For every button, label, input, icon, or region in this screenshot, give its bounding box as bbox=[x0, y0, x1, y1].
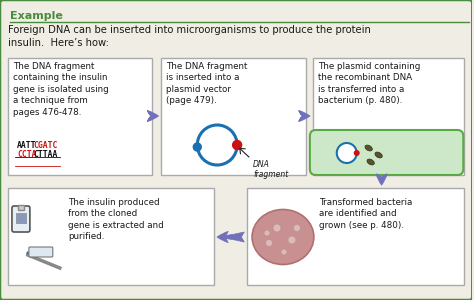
Circle shape bbox=[265, 239, 273, 247]
FancyBboxPatch shape bbox=[313, 58, 465, 175]
Text: The plasmid containing
the recombinant DNA
is transferred into a
bacterium (p. 4: The plasmid containing the recombinant D… bbox=[318, 62, 420, 105]
Circle shape bbox=[273, 224, 281, 232]
Circle shape bbox=[281, 249, 287, 255]
FancyBboxPatch shape bbox=[8, 188, 214, 285]
Text: AATT: AATT bbox=[17, 141, 36, 150]
Circle shape bbox=[233, 140, 242, 149]
Circle shape bbox=[354, 150, 360, 156]
FancyBboxPatch shape bbox=[310, 130, 463, 175]
FancyBboxPatch shape bbox=[8, 58, 153, 175]
FancyBboxPatch shape bbox=[18, 205, 24, 210]
FancyBboxPatch shape bbox=[29, 247, 53, 257]
Text: The DNA fragment
containing the insulin
gene is isolated using
a technique from
: The DNA fragment containing the insulin … bbox=[13, 62, 109, 117]
Circle shape bbox=[264, 230, 270, 236]
Ellipse shape bbox=[365, 145, 372, 151]
FancyBboxPatch shape bbox=[12, 206, 30, 232]
Text: CTTAA: CTTAA bbox=[34, 150, 58, 159]
Circle shape bbox=[197, 125, 237, 165]
Circle shape bbox=[293, 224, 301, 232]
Circle shape bbox=[288, 236, 296, 244]
Text: Foreign DNA can be inserted into microorganisms to produce the protein
insulin. : Foreign DNA can be inserted into microor… bbox=[8, 25, 371, 48]
FancyBboxPatch shape bbox=[247, 188, 465, 285]
Text: CGATC: CGATC bbox=[34, 141, 58, 150]
Text: DNA
fragment: DNA fragment bbox=[253, 160, 288, 179]
Text: Example: Example bbox=[10, 11, 63, 21]
Text: The insulin produced
from the cloned
gene is extracted and
purified.: The insulin produced from the cloned gen… bbox=[68, 198, 164, 241]
Circle shape bbox=[337, 143, 357, 163]
FancyBboxPatch shape bbox=[16, 213, 26, 223]
Circle shape bbox=[193, 143, 201, 151]
Text: CCTA: CCTA bbox=[17, 150, 36, 159]
Text: The DNA fragment
is inserted into a
plasmid vector
(page 479).: The DNA fragment is inserted into a plas… bbox=[166, 62, 248, 105]
Ellipse shape bbox=[367, 159, 374, 165]
FancyBboxPatch shape bbox=[162, 58, 306, 175]
Text: Transformed bacteria
are identified and
grown (see p. 480).: Transformed bacteria are identified and … bbox=[319, 198, 412, 230]
Ellipse shape bbox=[252, 209, 314, 265]
Ellipse shape bbox=[375, 152, 383, 158]
